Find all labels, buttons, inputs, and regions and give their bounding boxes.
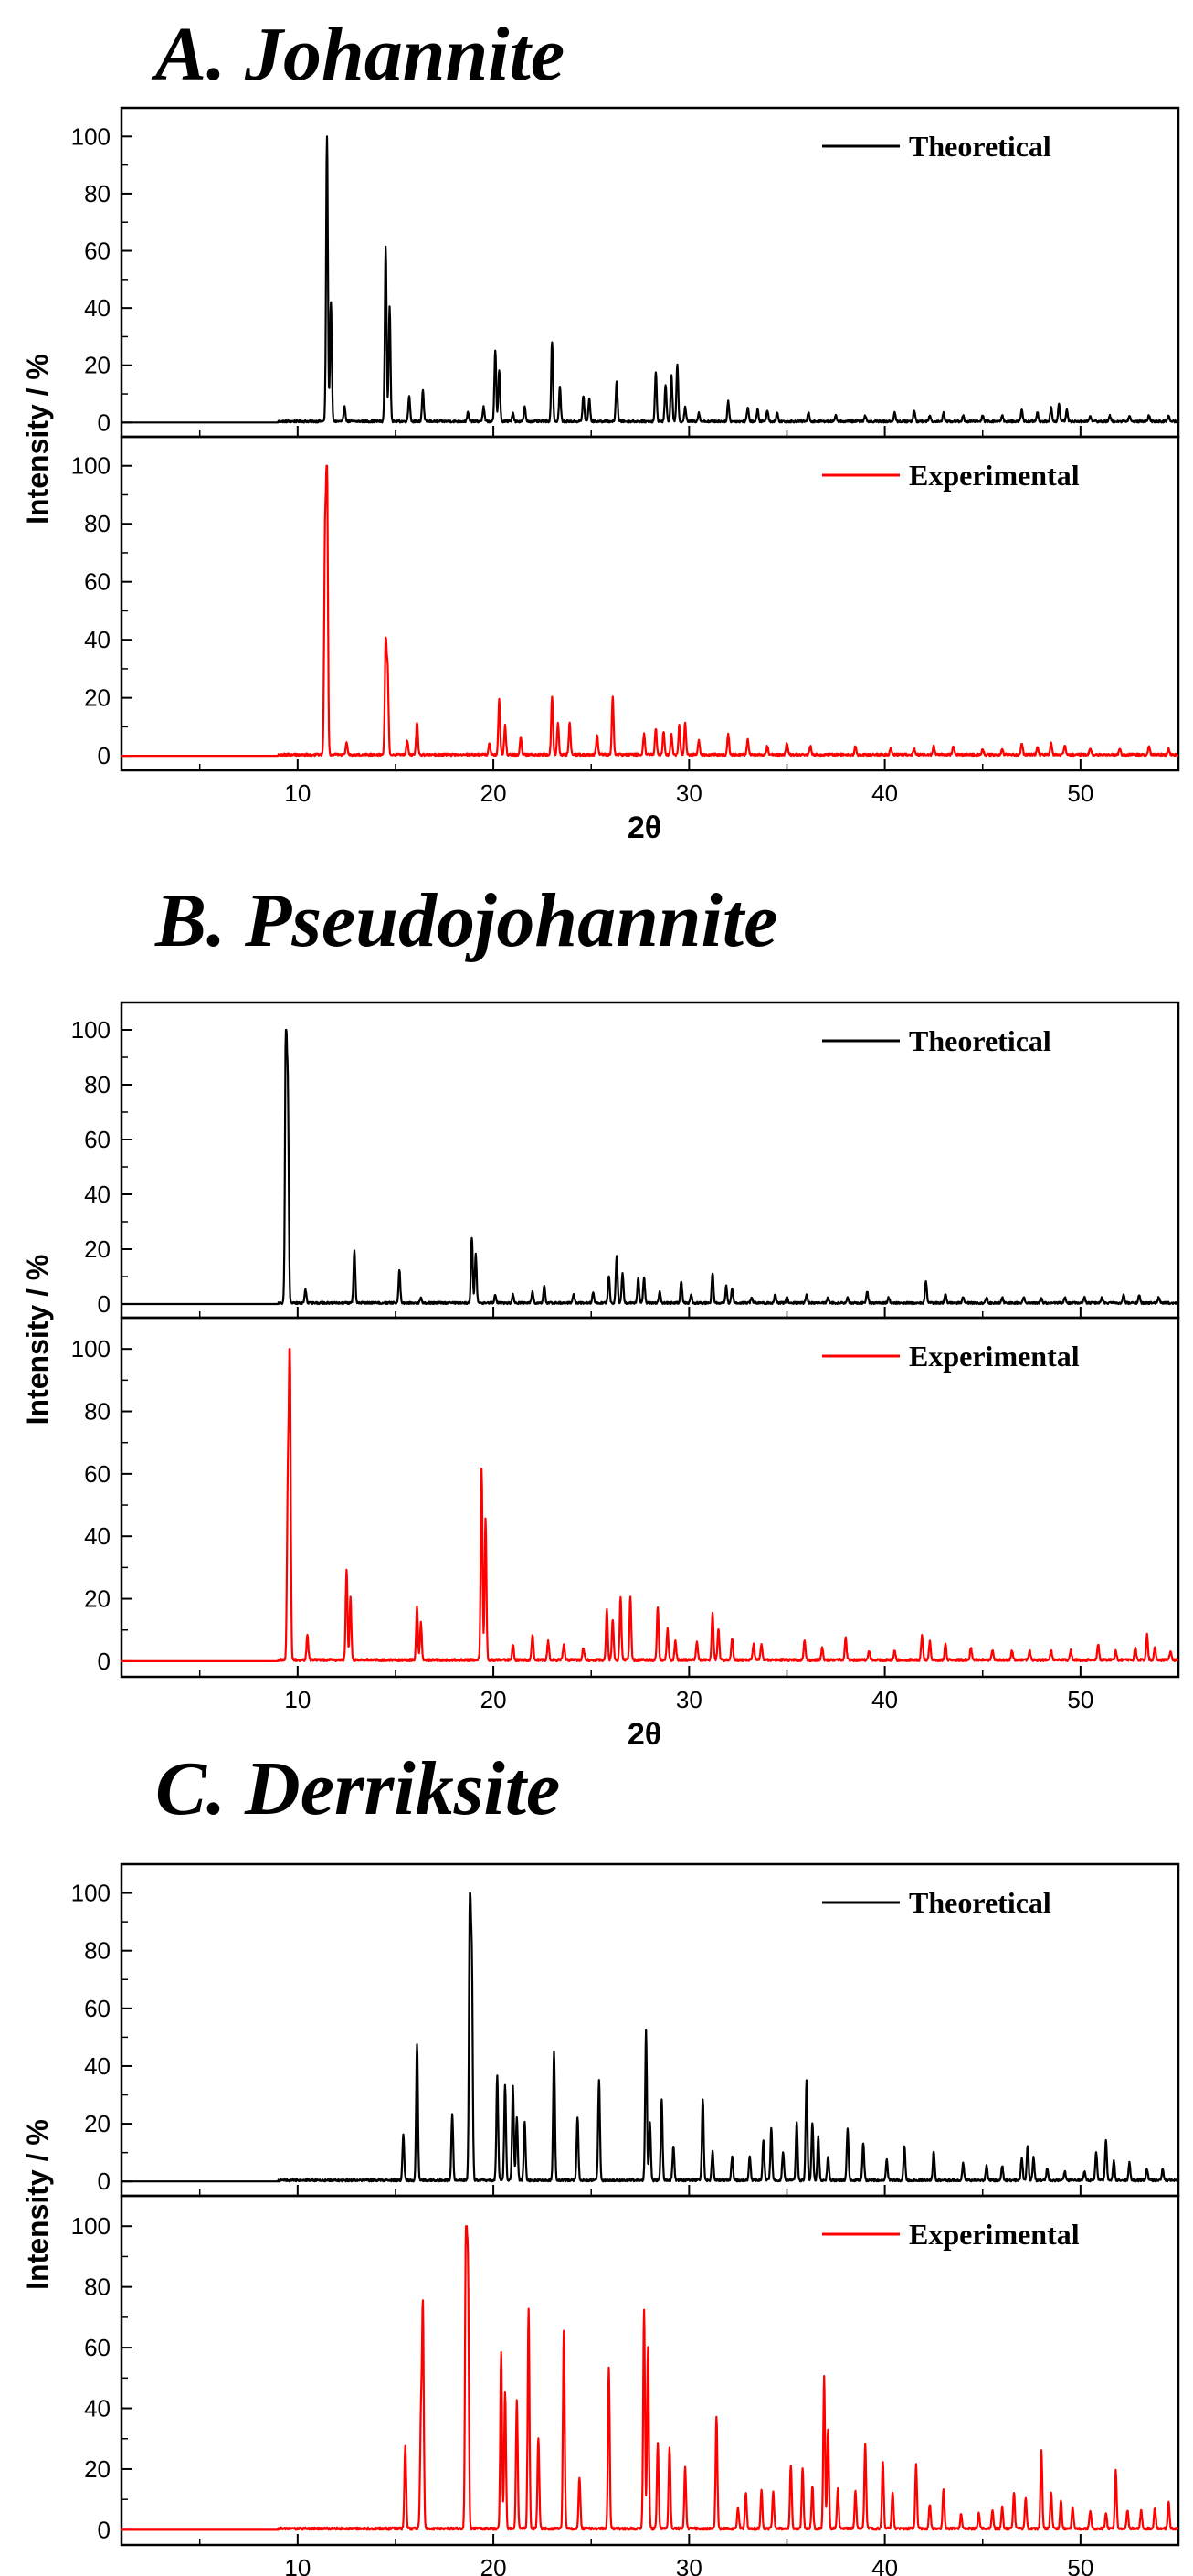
y-tick-label: 80: [84, 1071, 111, 1098]
legend-label: Theoretical: [909, 130, 1051, 163]
series-experimental: 0 20 40 60 80 100 Experimental: [71, 2194, 1180, 2547]
y-tick-label: 40: [84, 1522, 111, 1550]
panel-frame: [120, 435, 1180, 772]
xrd-chart: 0 20 40 60 80 100 Theoretical 0 20 40 60 80 100 Exper…: [21, 106, 1180, 845]
series-theoretical: 0 20 40 60 80 100 Theoretical: [71, 1001, 1180, 1320]
series-line: [121, 1348, 1178, 1662]
x-tick-label: 10: [284, 1686, 311, 1713]
chart-title: B. Pseudojohannite: [155, 878, 778, 963]
y-tick-label: 0: [98, 1290, 111, 1318]
chart-title: A. Johannite: [155, 12, 565, 97]
series-line: [121, 1028, 1178, 1306]
y-tick-label: 40: [84, 2052, 111, 2080]
y-tick-label: 0: [98, 742, 111, 769]
y-tick-label: 20: [84, 1585, 111, 1613]
x-axis-label: 2θ: [628, 811, 661, 845]
y-tick-label: 100: [71, 1335, 111, 1362]
legend-label: Experimental: [909, 1340, 1080, 1373]
x-tick-label: 50: [1067, 2554, 1093, 2576]
legend-label: Theoretical: [909, 1886, 1051, 1919]
series-line: [121, 464, 1178, 758]
y-tick-label: 100: [71, 1880, 111, 1907]
x-tick-label: 40: [871, 779, 898, 807]
legend-label: Experimental: [909, 459, 1080, 492]
y-axis-label: Intensity / %: [21, 354, 54, 525]
y-tick-label: 80: [84, 2274, 111, 2301]
y-tick-label: 0: [98, 1648, 111, 1675]
y-tick-label: 40: [84, 1181, 111, 1208]
y-tick-label: 0: [98, 408, 111, 436]
legend-label: Theoretical: [909, 1024, 1051, 1057]
y-tick-label: 100: [71, 452, 111, 480]
y-tick-label: 100: [71, 1016, 111, 1044]
y-tick-label: 20: [84, 2455, 111, 2483]
legend-label: Experimental: [909, 2218, 1080, 2251]
y-tick-label: 80: [84, 1937, 111, 1965]
x-tick-label: 30: [676, 779, 702, 807]
y-tick-label: 40: [84, 626, 111, 653]
y-tick-label: 60: [84, 1460, 111, 1488]
y-tick-label: 0: [98, 2516, 111, 2543]
x-tick-label: 10: [284, 2554, 311, 2576]
y-tick-label: 20: [84, 1235, 111, 1263]
y-tick-label: 20: [84, 352, 111, 379]
series-theoretical: 0 20 40 60 80 100 Theoretical: [71, 106, 1180, 439]
series-line: [121, 1892, 1178, 2183]
y-tick-label: 60: [84, 238, 111, 265]
y-axis-label: Intensity / %: [21, 2119, 54, 2290]
series-line: [121, 135, 1178, 424]
y-tick-label: 80: [84, 1398, 111, 1426]
y-tick-label: 100: [71, 2212, 111, 2240]
series-line: [121, 2225, 1178, 2531]
xrd-chart: 0 20 40 60 80 100 Theoretical 0 20 40 60 80 100 Exper…: [21, 1001, 1180, 1752]
x-tick-label: 20: [480, 1686, 507, 1713]
y-tick-label: 60: [84, 568, 111, 596]
y-tick-label: 60: [84, 1995, 111, 2022]
panel-frame: [120, 2194, 1180, 2547]
x-tick-label: 10: [284, 779, 311, 807]
x-tick-label: 50: [1067, 779, 1093, 807]
y-tick-label: 80: [84, 180, 111, 207]
y-tick-label: 0: [98, 2168, 111, 2195]
chart-title: C. Derriksite: [155, 1746, 561, 1831]
x-tick-label: 30: [676, 1686, 702, 1713]
x-tick-label: 20: [480, 779, 507, 807]
x-tick-label: 40: [871, 1686, 898, 1713]
y-tick-label: 40: [84, 2395, 111, 2422]
x-tick-label: 20: [480, 2554, 507, 2576]
y-tick-label: 80: [84, 510, 111, 537]
series-experimental: 0 20 40 60 80 100 Experimental: [71, 1316, 1180, 1679]
y-tick-label: 20: [84, 2110, 111, 2137]
y-axis-label: Intensity / %: [21, 1255, 54, 1426]
series-experimental: 0 20 40 60 80 100 Experimental: [71, 435, 1180, 772]
y-tick-label: 60: [84, 1126, 111, 1153]
x-tick-label: 40: [871, 2554, 898, 2576]
y-tick-label: 20: [84, 684, 111, 712]
y-tick-label: 40: [84, 294, 111, 322]
y-tick-label: 60: [84, 2334, 111, 2361]
series-theoretical: 0 20 40 60 80 100 Theoretical: [71, 1862, 1180, 2198]
x-axis-label: 2θ: [628, 1717, 661, 1752]
x-tick-label: 50: [1067, 1686, 1093, 1713]
y-tick-label: 100: [71, 122, 111, 150]
x-tick-label: 30: [676, 2554, 702, 2576]
panel-frame: [120, 1316, 1180, 1679]
